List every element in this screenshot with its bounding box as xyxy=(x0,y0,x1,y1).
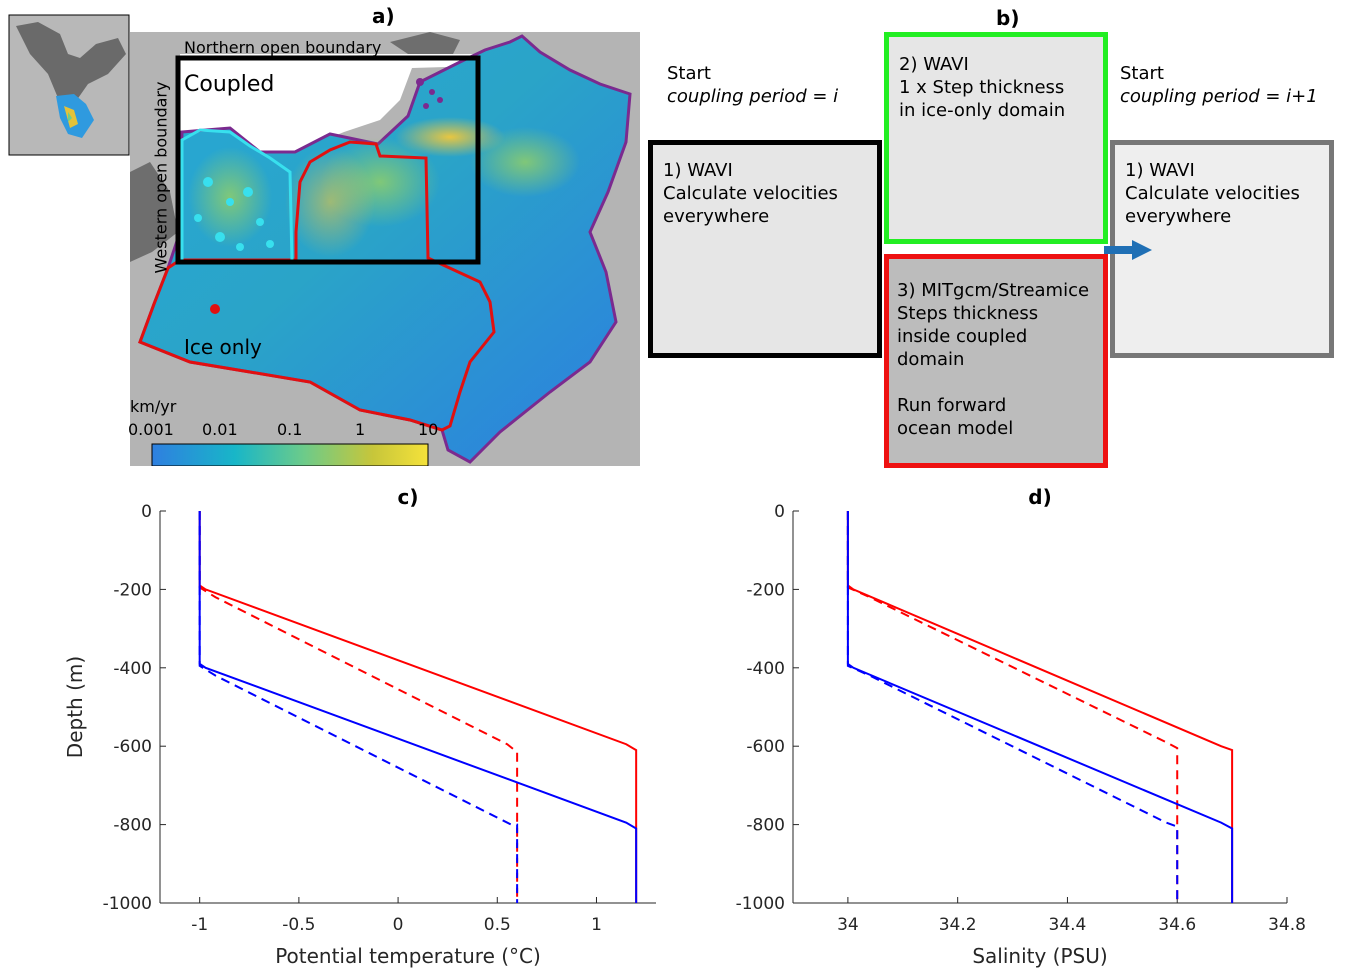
x-tick-label: 34.6 xyxy=(1158,915,1196,935)
panel-a-label: a) xyxy=(372,4,395,28)
western-boundary-label: Western open boundary xyxy=(151,81,171,274)
y-tick-label: -1000 xyxy=(103,894,152,914)
colorbar-tick: 1 xyxy=(355,420,366,439)
x-tick-label: 0.5 xyxy=(484,915,511,935)
y-axis-label: Depth (m) xyxy=(63,656,87,758)
colorbar-tick: 0.01 xyxy=(202,420,238,439)
x-tick-label: -1 xyxy=(191,915,208,935)
profile-line xyxy=(198,511,638,903)
step3-mitgcm-box: 3) MITgcm/Streamice Steps thickness insi… xyxy=(884,254,1108,468)
chart-panel-label: d) xyxy=(1028,485,1051,509)
start-left-title: Start xyxy=(667,63,711,84)
y-tick-label: 0 xyxy=(774,502,785,522)
x-tick-label: 34 xyxy=(837,915,859,935)
colorbar xyxy=(151,443,429,466)
chart-panel-label: c) xyxy=(398,485,419,509)
start-left-subtitle: coupling period = i xyxy=(667,86,839,107)
y-tick-label: -200 xyxy=(113,580,152,600)
arrow-icon xyxy=(1104,240,1152,260)
profile-line xyxy=(198,511,519,903)
ice-only-region-label: Ice only xyxy=(184,335,262,359)
coupled-domain-box xyxy=(175,55,481,265)
y-tick-label: -800 xyxy=(746,816,785,836)
panel-b-label: b) xyxy=(996,6,1020,30)
step1-text: 1) WAVI Calculate velocities everywhere xyxy=(663,160,838,227)
y-tick-label: -1000 xyxy=(736,894,785,914)
profile-line xyxy=(846,511,1234,903)
temperature-profile-chart: c) -1 -0.5 0 0.5 1 0 -200 -400 -600 -800 -1000 Poten… xyxy=(63,485,656,968)
salinity-profile-chart: d) 34 34.2 34.4 34.6 34.8 0 -200 -400 -600 -800 -10… xyxy=(736,485,1306,968)
y-tick-label: 0 xyxy=(141,502,152,522)
step3-text: 3) MITgcm/Streamice Steps thickness insi… xyxy=(897,280,1090,439)
step2-text: 2) WAVI 1 x Step thickness in ice-only d… xyxy=(899,54,1066,121)
ice-only-boundary xyxy=(138,140,496,432)
x-tick-label: 0 xyxy=(393,915,404,935)
x-axis-label: Salinity (PSU) xyxy=(972,944,1107,968)
profile-line xyxy=(846,511,1234,903)
x-tick-label: 34.8 xyxy=(1268,915,1306,935)
step2-wavi-box: 2) WAVI 1 x Step thickness in ice-only d… xyxy=(884,32,1108,244)
velocity-map xyxy=(130,32,640,466)
x-axis-label: Potential temperature (°C) xyxy=(275,944,541,968)
y-tick-label: -400 xyxy=(113,659,152,679)
profile-line xyxy=(198,511,519,903)
y-tick-label: -600 xyxy=(746,737,785,757)
y-tick-label: -400 xyxy=(746,659,785,679)
y-tick-label: -600 xyxy=(113,737,152,757)
profile-line xyxy=(198,511,638,903)
start-right-subtitle: coupling period = i+1 xyxy=(1120,86,1318,107)
x-tick-label: 1 xyxy=(591,915,602,935)
x-tick-label: -0.5 xyxy=(282,915,315,935)
colorbar-tick: 10 xyxy=(418,420,439,439)
coupled-region-label: Coupled xyxy=(184,72,275,97)
colorbar-unit: km/yr xyxy=(130,397,177,416)
x-tick-label: 34.2 xyxy=(939,915,977,935)
colorbar-tick: 0.001 xyxy=(128,420,174,439)
inset-overview-map xyxy=(8,14,130,156)
start-right-title: Start xyxy=(1120,63,1164,84)
x-tick-label: 34.4 xyxy=(1049,915,1087,935)
colorbar-tick: 0.1 xyxy=(277,420,303,439)
y-tick-label: -800 xyxy=(113,816,152,836)
y-tick-label: -200 xyxy=(746,580,785,600)
step1-wavi-box: 1) WAVI Calculate velocities everywhere xyxy=(648,140,882,358)
step1-next-text: 1) WAVI Calculate velocities everywhere xyxy=(1125,160,1300,227)
northern-boundary-label: Northern open boundary xyxy=(184,38,382,57)
